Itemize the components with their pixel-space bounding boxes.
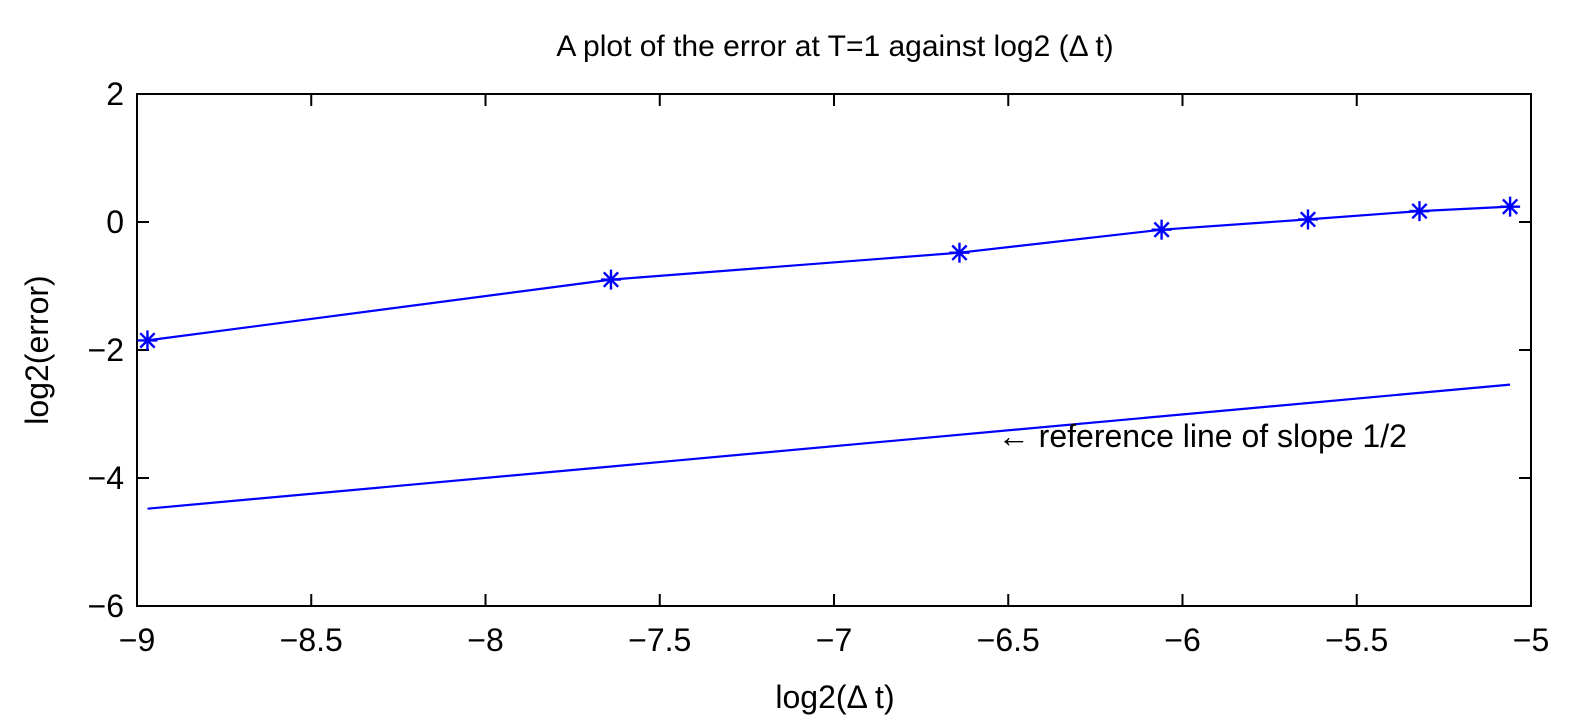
x-tick-label: −6 — [1164, 622, 1200, 658]
chart-title: A plot of the error at T=1 against log2 … — [556, 30, 1113, 63]
x-tick-label: −8.5 — [280, 622, 343, 658]
series-1-point — [1500, 196, 1521, 217]
reference-line-annotation: ← reference line of slope 1/2 — [998, 418, 1407, 454]
x-tick-label: −8 — [467, 622, 503, 658]
x-tick-label: −5.5 — [1325, 622, 1388, 658]
x-tick-label: −7.5 — [628, 622, 691, 658]
series-1-line — [147, 205, 1511, 342]
x-tick-label: −9 — [119, 622, 155, 658]
x-tick-label: −5 — [1513, 622, 1549, 658]
x-tick-label: −6.5 — [977, 622, 1040, 658]
series-1-point — [1409, 201, 1430, 222]
x-axis: −9 −8.5 −8 −7.5 −7 −6.5 −6 −5.5 −5 — [119, 94, 1549, 658]
series-1-point — [1151, 219, 1172, 240]
y-tick-label: −6 — [88, 588, 124, 624]
plot-series — [137, 196, 1521, 510]
series-2-line — [147, 383, 1511, 510]
y-tick-label: −2 — [88, 332, 124, 368]
series-1-point — [600, 269, 621, 290]
y-tick-label: 2 — [106, 76, 124, 112]
y-axis: −6 −4 −2 0 2 — [88, 76, 1531, 624]
series-1-point — [1297, 209, 1318, 230]
series-1-point — [137, 330, 158, 351]
plot-area-frame — [136, 93, 1532, 607]
x-axis-label: log2(Δ t) — [775, 679, 894, 715]
y-tick-label: −4 — [88, 460, 124, 496]
y-tick-label: 0 — [106, 204, 124, 240]
x-tick-label: −7 — [816, 622, 852, 658]
series-1-point — [949, 242, 970, 263]
y-axis-label: log2(error) — [19, 275, 55, 424]
